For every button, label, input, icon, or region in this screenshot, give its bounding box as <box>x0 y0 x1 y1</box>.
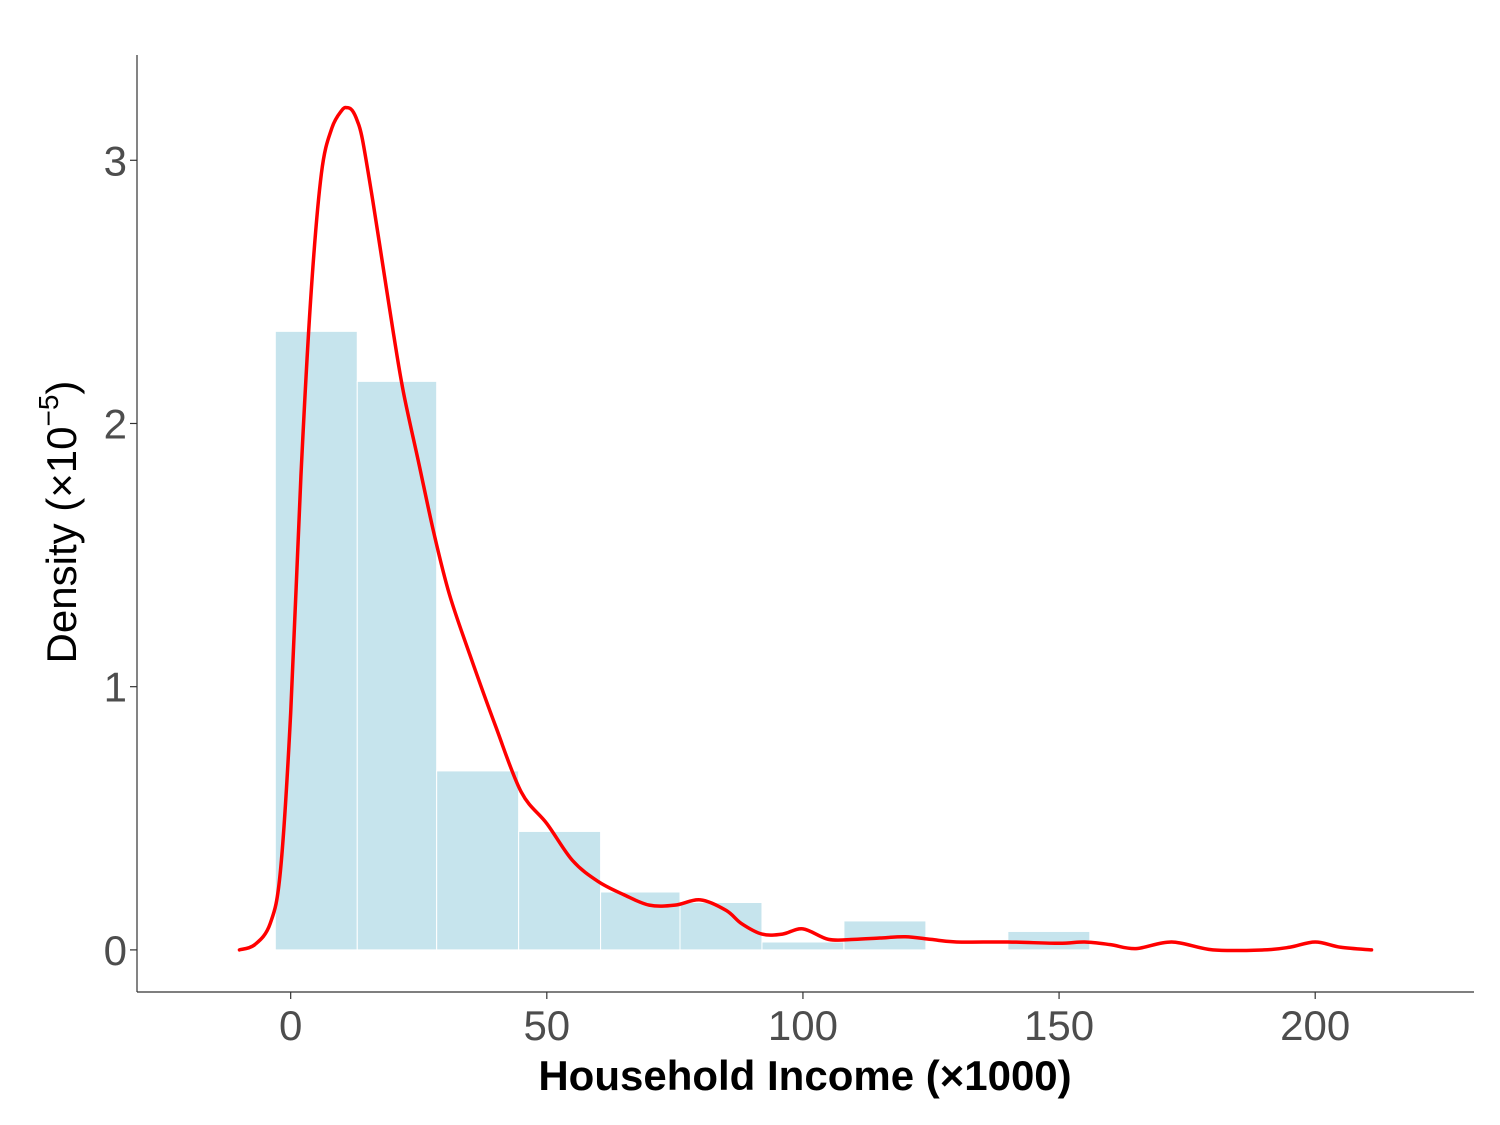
histogram-bar <box>843 920 927 951</box>
y-tick-label: 1 <box>104 664 127 711</box>
y-axis-title-main: Density (×10 <box>38 426 85 663</box>
y-axis-title: Density (×10−5) <box>33 381 85 664</box>
y-tick-label: 2 <box>104 400 127 447</box>
x-tick-label: 150 <box>1024 1002 1094 1049</box>
histogram-bar <box>679 902 763 951</box>
x-tick-label: 0 <box>279 1002 302 1049</box>
histogram-bar <box>761 941 845 951</box>
y-tick-label: 0 <box>104 927 127 974</box>
histogram-bar <box>518 830 602 951</box>
x-tick-label: 100 <box>768 1002 838 1049</box>
y-axis-title-exponent: −5 <box>33 395 64 427</box>
y-tick-label: 3 <box>104 137 127 184</box>
y-axis-title-close: ) <box>38 381 85 395</box>
histogram-bar <box>436 770 520 951</box>
x-axis-title: Household Income (×1000) <box>538 1052 1071 1099</box>
density-curve <box>237 105 1374 953</box>
density-curve-layer <box>237 105 1374 953</box>
histogram-bars <box>274 330 1091 951</box>
x-tick-label: 200 <box>1280 1002 1350 1049</box>
tick-labels: 0 50 100 150 200 0 1 2 3 <box>104 137 1351 1049</box>
histogram-bar <box>274 330 358 951</box>
axes <box>130 55 1474 999</box>
x-tick-label: 50 <box>523 1002 570 1049</box>
histogram-bar <box>356 380 438 951</box>
